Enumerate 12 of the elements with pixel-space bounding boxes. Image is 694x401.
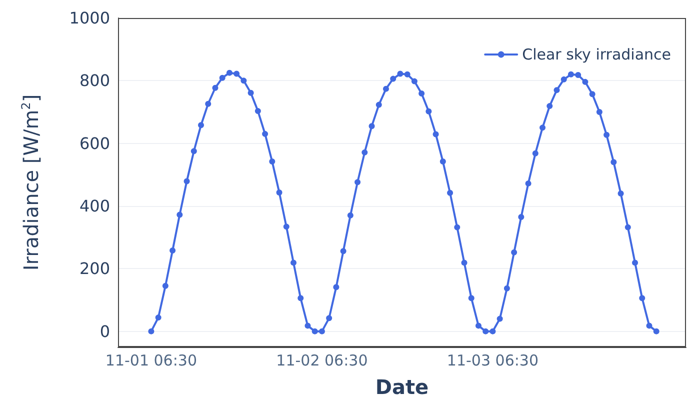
legend-label: Clear sky irradiance (522, 46, 672, 64)
y-tick-label: 0 (100, 322, 110, 341)
y-tick-label: 400 (79, 196, 110, 216)
x-axis-title: Date (375, 375, 429, 399)
x-tick-label: 11-03 06:30 (446, 352, 539, 370)
x-tick-label: 11-02 06:30 (276, 352, 368, 370)
y-axis-title: Irradiance [W/m2] (19, 94, 43, 271)
y-tick-label: 600 (79, 134, 110, 153)
x-tick-label: 11-01 06:30 (105, 352, 197, 370)
y-tick-label: 200 (79, 259, 110, 278)
y-tick-label: 1000 (69, 8, 110, 28)
y-tick-label: 800 (79, 71, 110, 90)
